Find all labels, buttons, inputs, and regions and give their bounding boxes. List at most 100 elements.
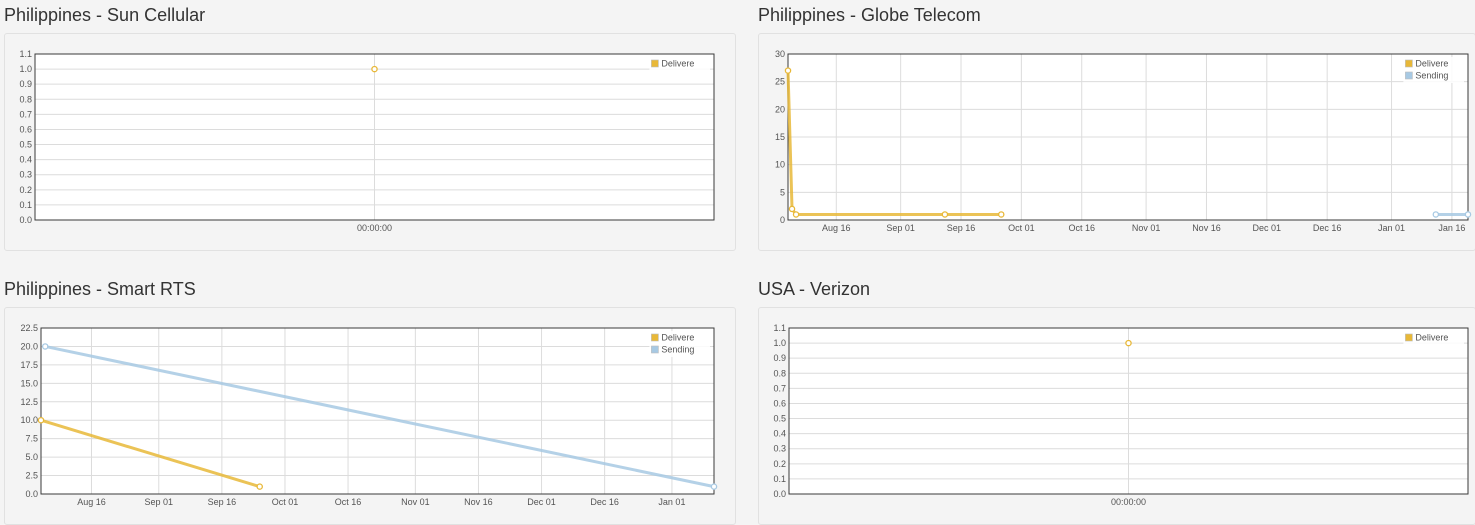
y-tick-label: 0.5 xyxy=(19,140,32,150)
legend-swatch-sending xyxy=(1405,71,1413,80)
y-tick-label: 5 xyxy=(780,187,785,197)
data-point-sending xyxy=(710,483,718,490)
x-tick-label: Jan 16 xyxy=(1438,223,1465,233)
x-tick-label: Nov 01 xyxy=(401,497,430,507)
x-tick-label: Nov 16 xyxy=(464,497,493,507)
y-tick-label: 0.5 xyxy=(773,414,786,424)
y-tick-label: 0.9 xyxy=(773,353,786,363)
legend-label-delivered: Delivere xyxy=(661,333,694,343)
x-tick-label: Sep 16 xyxy=(208,497,237,507)
y-tick-label: 0.0 xyxy=(19,215,32,225)
y-tick-label: 0.3 xyxy=(773,444,786,454)
plot-area xyxy=(41,328,714,494)
chart-smart-rts: 0.0 2.5 5.0 7.5 10.0 12.5 15.0 17.5 20.0 22.5 Aug … xyxy=(20,323,718,507)
legend-label-delivered: Delivere xyxy=(1415,333,1448,343)
y-tick-label: 1.1 xyxy=(19,49,32,59)
data-point-sending xyxy=(1464,211,1472,218)
y-tick-label: 0.8 xyxy=(773,368,786,378)
legend-swatch-delivered xyxy=(1405,59,1413,68)
y-tick-label: 0.3 xyxy=(19,170,32,180)
legend-label-delivered: Delivere xyxy=(661,59,694,69)
x-tick-label: 00:00:00 xyxy=(1111,497,1146,507)
data-point-delivered xyxy=(37,416,45,424)
y-tick-label: 0.4 xyxy=(773,429,786,439)
chart-title-globe-telecom: Philippines - Globe Telecom xyxy=(758,5,981,25)
legend-label-sending: Sending xyxy=(661,345,694,355)
y-tick-label: 0.1 xyxy=(19,200,32,210)
x-tick-label: Dec 16 xyxy=(590,497,619,507)
chart-title-verizon: USA - Verizon xyxy=(758,279,871,299)
y-tick-label: 0.0 xyxy=(773,489,786,499)
legend-background xyxy=(649,57,710,71)
y-tick-label: 0.7 xyxy=(19,109,32,119)
legend-label-sending: Sending xyxy=(1415,71,1448,81)
y-tick-label: 12.5 xyxy=(20,397,38,407)
data-point-delivered xyxy=(792,211,800,218)
y-tick-label: 7.5 xyxy=(25,434,38,444)
y-tick-label: 0.8 xyxy=(19,94,32,104)
y-tick-label: 0.1 xyxy=(773,474,786,484)
legend-swatch-delivered xyxy=(651,333,659,342)
y-tick-label: 0.4 xyxy=(19,155,32,165)
legend-background xyxy=(649,331,710,357)
x-tick-label: Oct 01 xyxy=(272,497,299,507)
y-tick-label: 0.6 xyxy=(19,124,32,134)
data-point-delivered xyxy=(1125,339,1132,347)
x-tick-label: Jan 01 xyxy=(658,497,685,507)
x-tick-label: Jan 01 xyxy=(1378,223,1405,233)
legend-background xyxy=(1403,331,1464,345)
x-tick-label: Sep 01 xyxy=(886,223,915,233)
y-tick-label: 0.6 xyxy=(773,398,786,408)
x-tick-label: Oct 16 xyxy=(335,497,362,507)
x-tick-label: Sep 16 xyxy=(947,223,976,233)
x-tick-label: Dec 01 xyxy=(1253,223,1282,233)
plot-frame xyxy=(34,53,715,221)
y-tick-label: 2.5 xyxy=(25,471,38,481)
y-tick-label: 0.0 xyxy=(25,489,38,499)
x-tick-label: Nov 01 xyxy=(1132,223,1161,233)
data-point-delivered xyxy=(788,205,796,213)
chart-sun-cellular: 0.0 0.1 0.2 0.3 0.4 0.5 0.6 0.7 0.8 0.9 1.0 1.1 00:0… xyxy=(19,49,715,233)
data-point-sending xyxy=(41,343,49,350)
y-tick-label: 20.0 xyxy=(20,341,38,351)
y-tick-label: 0.2 xyxy=(773,459,786,469)
y-tick-label: 1.0 xyxy=(773,338,786,348)
x-tick-label: Aug 16 xyxy=(77,497,106,507)
y-tick-label: 10.0 xyxy=(20,415,38,425)
y-tick-label: 0.7 xyxy=(773,383,786,393)
y-tick-label: 20 xyxy=(775,104,785,114)
x-tick-label: Sep 01 xyxy=(145,497,174,507)
y-tick-label: 25 xyxy=(775,77,785,87)
y-tick-label: 1.0 xyxy=(19,64,32,74)
legend-background xyxy=(1403,57,1464,83)
series-line-sending xyxy=(43,344,716,489)
x-tick-label: 00:00:00 xyxy=(357,223,392,233)
y-tick-label: 30 xyxy=(775,49,785,59)
plot-frame xyxy=(788,327,1469,495)
chart-title-smart-rts: Philippines - Smart RTS xyxy=(4,279,196,299)
x-tick-label: Dec 01 xyxy=(527,497,556,507)
x-tick-label: Aug 16 xyxy=(822,223,851,233)
legend-swatch-sending xyxy=(651,345,659,354)
data-point-delivered xyxy=(784,67,792,74)
data-point-delivered xyxy=(941,211,949,218)
data-point-sending xyxy=(1432,211,1440,218)
y-tick-label: 15.0 xyxy=(20,378,38,388)
data-point-delivered xyxy=(371,65,378,73)
y-tick-label: 15 xyxy=(775,132,785,142)
data-point-delivered xyxy=(998,211,1005,218)
chart-globe-telecom: 0 5 10 15 20 25 30 Aug 16 Sep 01 Sep 16 Oct 01 Oct … xyxy=(775,49,1472,233)
x-tick-label: Oct 01 xyxy=(1008,223,1035,233)
y-tick-label: 22.5 xyxy=(20,323,38,333)
y-tick-label: 0 xyxy=(780,215,785,225)
series-line-delivered xyxy=(39,418,262,489)
data-point-delivered xyxy=(256,483,263,490)
x-tick-label: Oct 16 xyxy=(1068,223,1095,233)
x-tick-label: Nov 16 xyxy=(1192,223,1221,233)
x-tick-label: Dec 16 xyxy=(1313,223,1342,233)
y-tick-label: 5.0 xyxy=(25,452,38,462)
chart-title-sun-cellular: Philippines - Sun Cellular xyxy=(4,5,206,25)
y-tick-label: 0.2 xyxy=(19,185,32,195)
y-tick-label: 17.5 xyxy=(20,360,38,370)
